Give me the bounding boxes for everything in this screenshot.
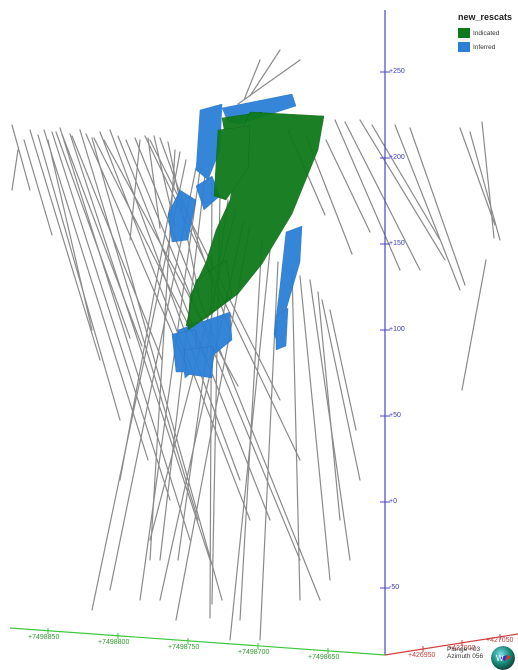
z-tick-label: +150 xyxy=(389,240,405,247)
drillhole-trace xyxy=(51,131,171,501)
y-axis-line xyxy=(9,627,386,656)
drillhole-trace xyxy=(243,59,261,101)
z-axis-ticks xyxy=(380,71,390,589)
z-tick-label: -50 xyxy=(389,584,400,591)
indicated-block xyxy=(185,111,325,331)
drillhole-trace xyxy=(237,59,301,105)
legend-item-indicated[interactable]: Indicated xyxy=(458,26,518,40)
compass-globe: W xyxy=(491,646,515,670)
drillhole-trace xyxy=(481,121,495,239)
drillhole-trace xyxy=(139,169,201,601)
drillhole-trace xyxy=(79,129,199,521)
drillhole-trace xyxy=(469,131,501,241)
drillhole-trace xyxy=(299,275,331,581)
legend-item-label: Indicated xyxy=(473,29,500,37)
drillhole-trace xyxy=(461,259,487,391)
drillhole-trace xyxy=(334,119,401,271)
legend-title: new_rescats xyxy=(458,12,513,22)
drillhole-trace xyxy=(459,127,496,226)
drillhole-trace xyxy=(359,119,446,261)
y-tick-label: +7498700 xyxy=(238,649,270,656)
coordinate-axes xyxy=(9,10,518,656)
drillhole-trace xyxy=(99,131,251,521)
inferred-swatch xyxy=(458,42,470,52)
z-tick-label: +0 xyxy=(389,498,397,505)
drillhole-trace xyxy=(71,135,163,361)
drillhole-trace xyxy=(329,309,357,431)
drillhole-trace xyxy=(37,134,121,421)
drillhole-trace xyxy=(69,133,211,561)
inferred-block xyxy=(167,93,303,379)
drillhole-trace xyxy=(11,149,19,191)
drillhole-trace xyxy=(317,291,341,521)
z-tick-label: +200 xyxy=(389,154,405,161)
drillhole-trace xyxy=(29,129,101,361)
x-tick-label: +427050 xyxy=(486,637,514,644)
drillhole-trace xyxy=(249,49,281,97)
drillhole-trace xyxy=(321,299,361,481)
z-tick-label: +100 xyxy=(389,326,405,333)
drillhole-trace xyxy=(291,269,301,601)
drillhole-trace xyxy=(229,249,271,641)
z-tick-label: +50 xyxy=(389,412,401,419)
drillhole-trace xyxy=(134,137,321,601)
y-axis-ticks xyxy=(47,628,329,654)
drillhole-trace xyxy=(371,124,441,241)
drillhole-trace xyxy=(344,121,421,271)
y-tick-label: +7498650 xyxy=(308,654,340,661)
drillhole-trace xyxy=(61,133,143,347)
plunge-readout: Plunge +03 xyxy=(447,646,481,653)
drillhole-trace xyxy=(91,159,187,611)
legend-item-label: Inferred xyxy=(473,43,496,51)
drillhole-trace xyxy=(23,139,53,236)
x-axis-line xyxy=(384,633,518,656)
drillhole-trace xyxy=(129,139,141,241)
drillhole-trace xyxy=(91,137,223,601)
legend-panel: new_rescats Indicated Inferred xyxy=(458,12,518,54)
x-axis-ticks xyxy=(422,634,501,652)
drillhole-trace xyxy=(43,129,149,461)
x-tick-label: +426950 xyxy=(408,652,436,659)
indicated-swatch xyxy=(458,28,470,38)
view-orientation-readout: Plunge +03 Azimuth 056 xyxy=(447,646,483,660)
drillhole-trace xyxy=(109,129,241,481)
resource-blocks xyxy=(167,93,325,379)
drillhole-trace xyxy=(11,124,31,191)
compass-icon[interactable]: W xyxy=(491,646,515,670)
drillhole-trace xyxy=(325,139,371,233)
drillhole-trace xyxy=(409,127,466,286)
legend-item-inferred[interactable]: Inferred xyxy=(458,40,518,54)
y-tick-label: +7498800 xyxy=(98,639,130,646)
azimuth-readout: Azimuth 056 xyxy=(447,653,484,660)
drillhole-trace xyxy=(394,124,461,291)
drillhole-trace xyxy=(47,139,93,331)
y-tick-label: +7498750 xyxy=(168,644,200,651)
x-tick-label: +427000 xyxy=(448,645,476,652)
drillhole-trace xyxy=(55,131,131,339)
drillhole-trace xyxy=(147,137,161,229)
y-tick-label: +7498850 xyxy=(28,634,60,641)
z-tick-label: +250 xyxy=(389,68,405,75)
compass-letter: W xyxy=(496,654,504,663)
